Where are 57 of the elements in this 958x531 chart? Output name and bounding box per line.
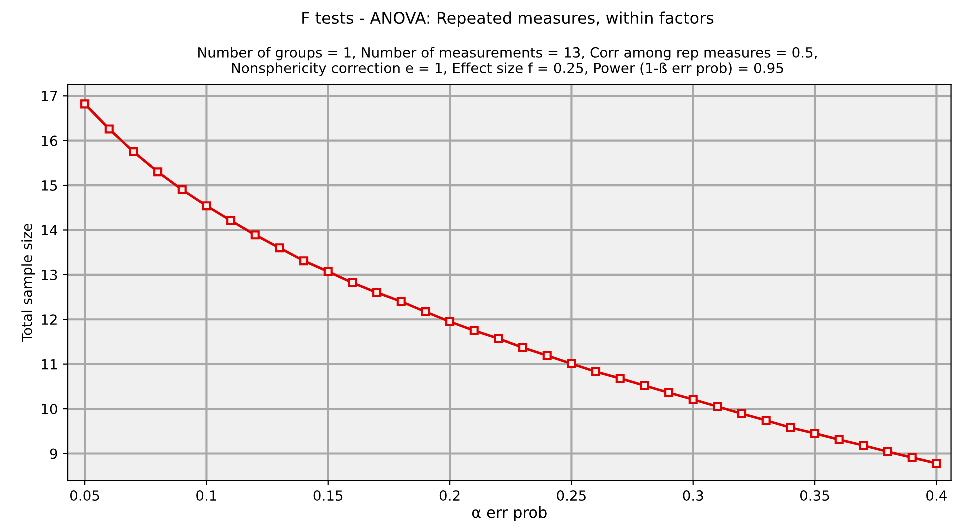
point (616, 374, 625, 384)
point (396, 297, 406, 306)
point (178, 185, 187, 195)
y-axis-title: Total sample size (22, 224, 36, 342)
point (226, 216, 236, 226)
y-tick-label: 15 (42, 180, 58, 192)
point (518, 343, 528, 352)
point (470, 326, 479, 336)
point (372, 288, 382, 298)
x-tick-label: 0.1 (196, 490, 216, 502)
x-tick-label: 0.2 (440, 490, 460, 502)
y-tick-label: 10 (42, 404, 58, 415)
point (104, 124, 114, 134)
point (664, 388, 674, 398)
point (300, 256, 309, 266)
point (80, 100, 90, 109)
chart-subtitle: Number of groups = 1, Number of measurements = 13, Corr among rep measures = 0.5, Nonsphericity correction e = 1, Effect size f = 0.25, Power (1-ß err prob) = 0.95 (198, 47, 817, 76)
x-axis-title: α err prob (472, 506, 547, 522)
point (348, 278, 358, 288)
point (202, 202, 212, 211)
point (324, 267, 333, 276)
point (908, 453, 917, 462)
point (421, 308, 430, 317)
point (542, 351, 552, 360)
point (250, 230, 260, 240)
point (494, 334, 504, 344)
x-tick-label: 0.15 (314, 490, 343, 502)
point (275, 244, 284, 253)
point (567, 359, 576, 368)
y-tick-label: 12 (42, 314, 57, 325)
y-tick-label: 11 (42, 359, 58, 370)
x-tick-label: 0.35 (800, 490, 830, 502)
point (884, 447, 893, 456)
point (154, 168, 163, 177)
y-tick-label: 16 (42, 136, 58, 146)
y-tick-label: 13 (42, 270, 58, 280)
chart-title: F tests - ANOVA: Repeated measures, within factors (302, 12, 714, 28)
point (738, 409, 747, 418)
point (810, 429, 820, 438)
point (688, 395, 698, 404)
point (713, 402, 722, 412)
point (834, 435, 844, 444)
point (446, 317, 455, 326)
y-tick-label: 17 (42, 91, 58, 102)
x-tick-label: 0.4 (926, 490, 947, 502)
y-tick-label: 9 (50, 448, 58, 460)
y-tick-label: 14 (42, 225, 58, 236)
point (762, 416, 771, 426)
x-tick-label: 0.05 (70, 490, 100, 502)
point (786, 423, 796, 432)
point (932, 459, 942, 468)
x-tick-label: 0.3 (683, 490, 704, 502)
point (129, 147, 138, 157)
x-tick-label: 0.25 (557, 490, 586, 502)
point (859, 441, 868, 450)
point (592, 367, 601, 376)
point (640, 381, 650, 390)
